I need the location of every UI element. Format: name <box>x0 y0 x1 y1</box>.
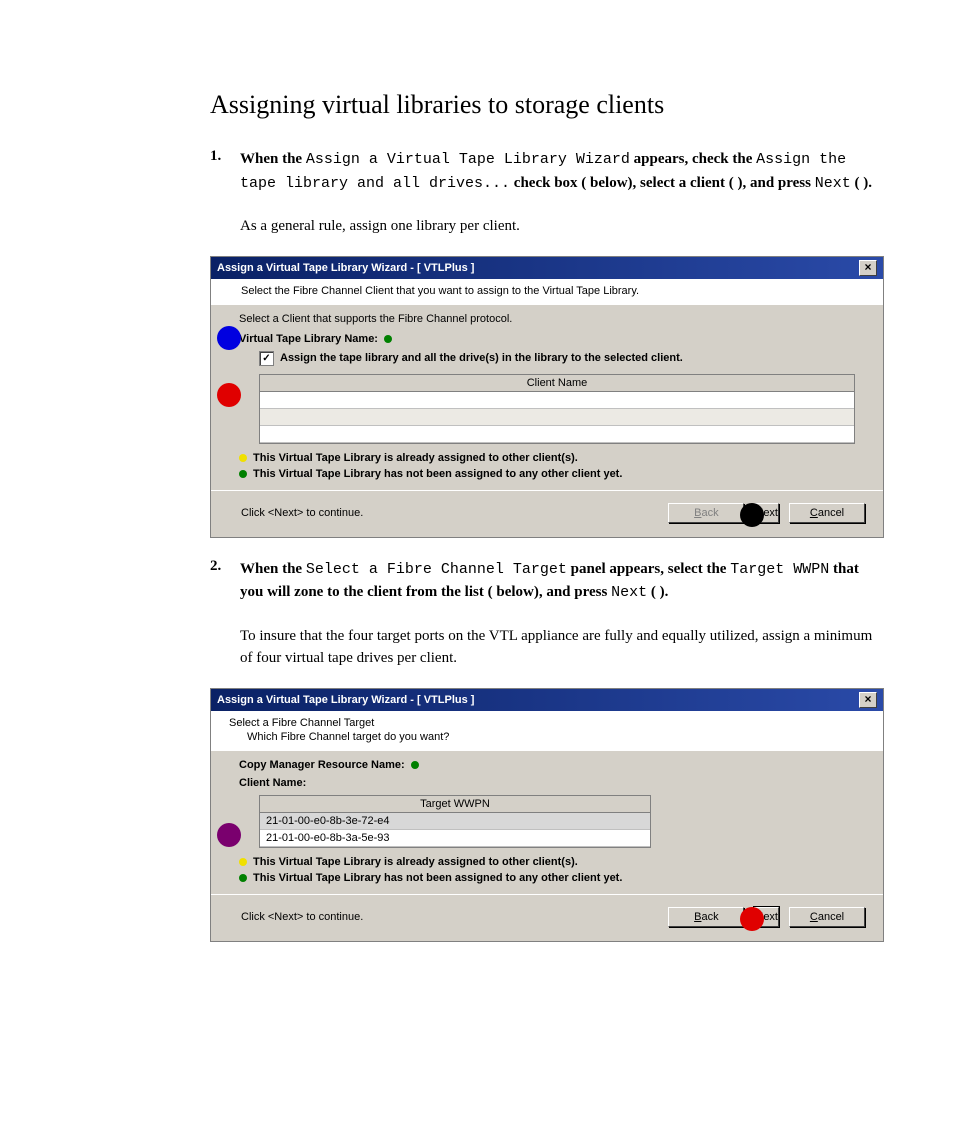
legend-assigned-text: This Virtual Tape Library is already ass… <box>253 856 578 868</box>
step1-t7: ( ). <box>851 175 872 191</box>
titlebar: Assign a Virtual Tape Library Wizard - [… <box>211 257 883 279</box>
footer-prompt: Click <Next> to continue. <box>241 911 363 923</box>
legend-unassigned: This Virtual Tape Library has not been a… <box>239 872 865 884</box>
banner-title: Select a Fibre Channel Target <box>229 717 865 729</box>
step2-t7: ( ). <box>647 584 668 600</box>
legend-assigned: This Virtual Tape Library is already ass… <box>239 856 865 868</box>
legend-dot-icon <box>239 874 247 882</box>
step2-t1: When the <box>240 561 306 577</box>
banner-subtitle: Which Fibre Channel target do you want? <box>229 731 865 743</box>
client-grid-header: Client Name <box>260 375 854 392</box>
page-heading: Assigning virtual libraries to storage c… <box>210 90 884 120</box>
legend-unassigned: This Virtual Tape Library has not been a… <box>239 468 865 480</box>
client-name-label: Client Name: <box>239 777 865 789</box>
step-1-note: As a general rule, assign one library pe… <box>240 215 884 238</box>
client-row[interactable] <box>260 392 854 409</box>
footer-prompt: Click <Next> to continue. <box>241 507 363 519</box>
annotation-target-row-marker <box>217 823 241 847</box>
copy-manager-status-icon <box>411 761 419 769</box>
client-name-label-text: Client Name: <box>239 777 306 789</box>
banner-text: Select the Fibre Channel Client that you… <box>211 279 883 305</box>
back-button[interactable]: Back <box>668 503 744 523</box>
titlebar: Assign a Virtual Tape Library Wizard - [… <box>211 689 883 711</box>
client-row[interactable] <box>260 409 854 426</box>
cancel-button[interactable]: Cancel <box>789 907 865 927</box>
copy-manager-label: Copy Manager Resource Name: <box>239 759 865 771</box>
assign-all-label: Assign the tape library and all the driv… <box>280 352 683 364</box>
assign-all-checkbox[interactable]: ✓ <box>259 351 274 366</box>
legend-unassigned-text: This Virtual Tape Library has not been a… <box>253 468 622 480</box>
target-row[interactable]: 21-01-00-e0-8b-3a-5e-93 <box>260 830 650 847</box>
step-1-number: 1. <box>210 148 221 165</box>
legend-assigned: This Virtual Tape Library is already ass… <box>239 452 865 464</box>
legend-dot-icon <box>239 858 247 866</box>
target-wwpn-grid[interactable]: Target WWPN 21-01-00-e0-8b-3e-72-e4 21-0… <box>259 795 651 848</box>
close-button[interactable]: × <box>859 260 877 276</box>
legend-dot-icon <box>239 454 247 462</box>
cancel-button[interactable]: Cancel <box>789 503 865 523</box>
step1-t6: Next <box>815 175 851 192</box>
target-grid-header: Target WWPN <box>260 796 650 813</box>
dialog-assign-library: Assign a Virtual Tape Library Wizard - [… <box>210 256 884 538</box>
legend-unassigned-text: This Virtual Tape Library has not been a… <box>253 872 622 884</box>
client-grid[interactable]: Client Name <box>259 374 855 444</box>
titlebar-text: Assign a Virtual Tape Library Wizard - [… <box>217 694 474 706</box>
titlebar-text: Assign a Virtual Tape Library Wizard - [… <box>217 262 474 274</box>
step2-t6: Next <box>611 584 647 601</box>
step2-t4: Target WWPN <box>730 561 829 578</box>
protocol-text: Select a Client that supports the Fibre … <box>239 313 865 325</box>
dialog-select-target: Assign a Virtual Tape Library Wizard - [… <box>210 688 884 942</box>
close-button[interactable]: × <box>859 692 877 708</box>
step-2: 2. When the Select a Fibre Channel Targe… <box>210 558 884 605</box>
target-row[interactable]: 21-01-00-e0-8b-3e-72-e4 <box>260 813 650 830</box>
step-2-text: When the Select a Fibre Channel Target p… <box>240 558 884 605</box>
annotation-next-marker <box>740 907 764 931</box>
legend-dot-icon <box>239 470 247 478</box>
vtl-name-label-text: Virtual Tape Library Name: <box>239 333 378 345</box>
step-2-number: 2. <box>210 558 221 575</box>
client-row[interactable] <box>260 426 854 443</box>
step2-t3: panel appears, select the <box>567 561 730 577</box>
step1-t1: When the <box>240 151 306 167</box>
step-2-note: To insure that the four target ports on … <box>240 625 884 670</box>
annotation-clientrow-marker <box>217 383 241 407</box>
annotation-next-marker <box>740 503 764 527</box>
annotation-checkbox-marker <box>217 326 241 350</box>
vtl-status-icon <box>384 335 392 343</box>
step2-t2: Select a Fibre Channel Target <box>306 561 567 578</box>
copy-manager-label-text: Copy Manager Resource Name: <box>239 759 405 771</box>
step1-t2: Assign a Virtual Tape Library Wizard <box>306 151 630 168</box>
step-1-text: When the Assign a Virtual Tape Library W… <box>240 148 884 195</box>
step1-t5: check box ( below), select a client ( ),… <box>510 175 815 191</box>
step1-t3: appears, check the <box>630 151 756 167</box>
back-button[interactable]: Back <box>668 907 744 927</box>
vtl-name-label: Virtual Tape Library Name: <box>239 333 865 345</box>
step-1: 1. When the Assign a Virtual Tape Librar… <box>210 148 884 195</box>
legend-assigned-text: This Virtual Tape Library is already ass… <box>253 452 578 464</box>
